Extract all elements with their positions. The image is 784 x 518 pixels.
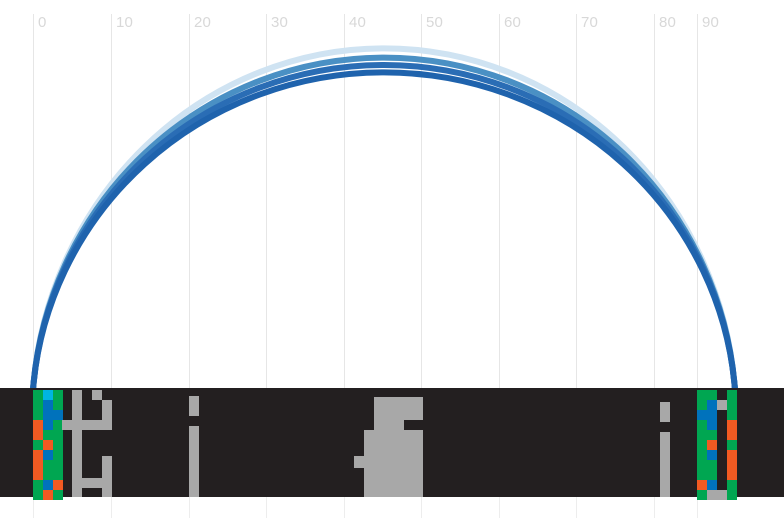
tick-label-70: 70 [581, 14, 599, 31]
tick-label-80: 80 [659, 14, 677, 31]
arc-arc-2-medium [30, 54, 738, 391]
gridline-lower-30 [266, 497, 267, 518]
gridline-0 [33, 14, 34, 388]
gridline-lower-40 [344, 497, 345, 518]
tick-label-0: 0 [38, 14, 47, 31]
tick-label-90: 90 [702, 14, 720, 31]
tick-label-40: 40 [349, 14, 367, 31]
tick-label-50: 50 [426, 14, 444, 31]
gridline-20 [189, 14, 190, 388]
tick-label-60: 60 [504, 14, 522, 31]
gridline-lower-0 [33, 497, 34, 518]
arc-arc-1-lightest [30, 45, 738, 391]
tick-label-20: 20 [194, 14, 212, 31]
pixelated-footer-band [0, 388, 784, 497]
gridline-40 [344, 14, 345, 388]
arc-arc-3-dark [30, 61, 738, 391]
tick-label-30: 30 [271, 14, 289, 31]
gridline-lower-50 [421, 497, 422, 518]
gridline-70 [576, 14, 577, 388]
gridline-lower-60 [499, 497, 500, 518]
gridline-60 [499, 14, 500, 388]
gridline-lower-20 [189, 497, 190, 518]
gridline-90 [697, 14, 698, 388]
gridline-lower-70 [576, 497, 577, 518]
gridline-10 [111, 14, 112, 388]
gridline-lower-10 [111, 497, 112, 518]
arc-arc-4-darkest [30, 69, 738, 391]
gridline-80 [654, 14, 655, 388]
gridline-lower-80 [654, 497, 655, 518]
tick-label-10: 10 [116, 14, 134, 31]
gridline-30 [266, 14, 267, 388]
gridline-lower-90 [697, 497, 698, 518]
gridline-50 [421, 14, 422, 388]
